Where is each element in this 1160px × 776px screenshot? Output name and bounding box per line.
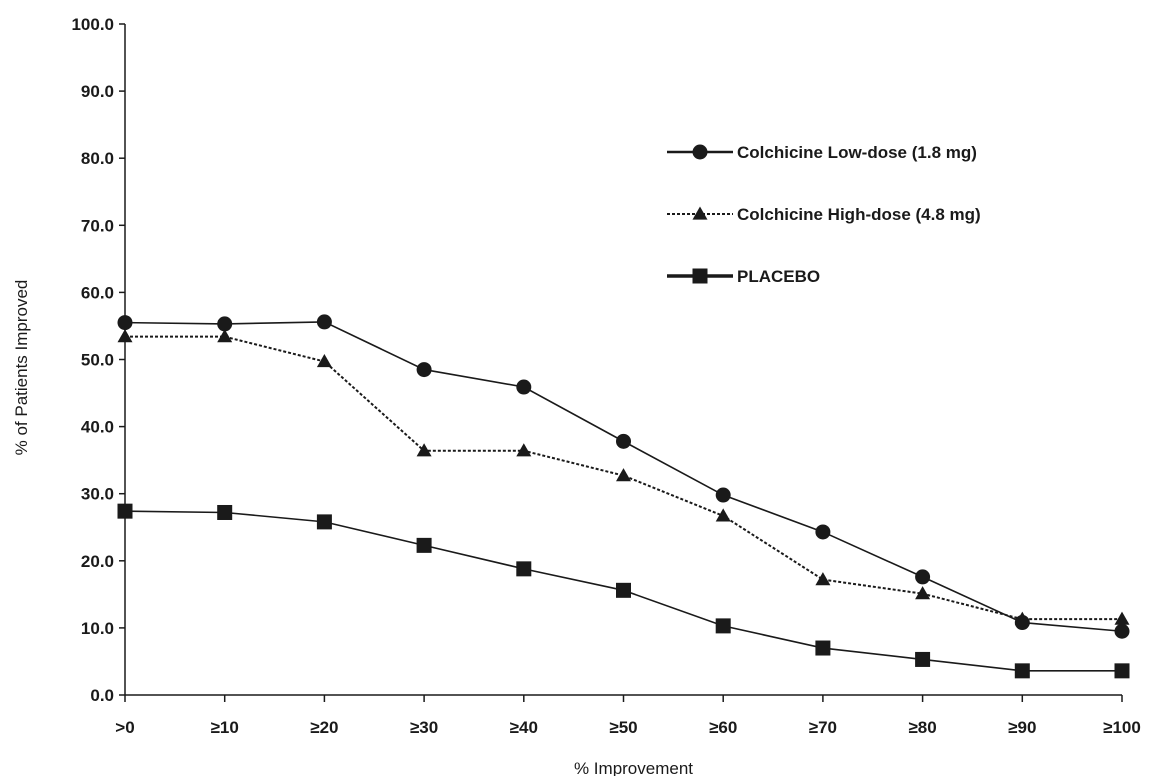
x-tick-label: ≥50: [609, 718, 637, 737]
data-point: [616, 433, 631, 449]
x-tick-label: ≥40: [510, 718, 538, 737]
data-point: [416, 537, 432, 553]
x-tick-label: ≥20: [310, 718, 338, 737]
legend: Colchicine Low-dose (1.8 mg) Colchicine H…: [667, 143, 981, 286]
data-point: [316, 314, 332, 330]
x-tick-label: ≥60: [709, 718, 737, 737]
x-tick-label: >0: [115, 718, 134, 737]
y-tick-label: 0.0: [90, 686, 114, 705]
data-point: [815, 640, 831, 656]
y-tick-label: 70.0: [81, 216, 114, 235]
legend-swatch-marker: [692, 144, 708, 160]
x-tick-label: ≥80: [908, 718, 936, 737]
series-3: [117, 503, 1130, 679]
data-point: [715, 487, 731, 503]
legend-swatch-marker: [692, 268, 708, 284]
data-point: [217, 329, 233, 343]
data-point: [616, 468, 631, 482]
data-point: [715, 618, 731, 634]
data-point: [117, 315, 133, 331]
y-tick-label: 80.0: [81, 149, 114, 168]
legend-label: Colchicine High-dose (4.8 mg): [737, 205, 981, 224]
series-layer: [117, 314, 1130, 679]
data-point: [915, 651, 931, 667]
data-point: [1014, 663, 1030, 679]
data-point: [1114, 611, 1130, 625]
data-point: [416, 443, 432, 457]
legend-item: Colchicine Low-dose (1.8 mg): [667, 143, 977, 162]
x-tick-label: ≥90: [1008, 718, 1036, 737]
legend-label: PLACEBO: [737, 267, 820, 286]
x-tick-label: ≥10: [211, 718, 239, 737]
y-tick-label: 20.0: [81, 552, 114, 571]
x-tick-label: ≥100: [1103, 718, 1141, 737]
data-point: [416, 362, 432, 378]
data-point: [815, 524, 831, 540]
x-tick-label: ≥30: [410, 718, 438, 737]
y-axis-ticks: 0.0 10.0 20.0 30.0 40.0 50.0 60.0 70.0 80.0 90.0 1…: [71, 15, 125, 705]
data-point: [616, 582, 631, 598]
y-tick-label: 60.0: [81, 283, 114, 302]
data-point: [217, 504, 233, 520]
data-point: [117, 503, 133, 519]
y-axis-title: % of Patients Improved: [12, 280, 31, 456]
data-point: [117, 329, 133, 343]
legend-label: Colchicine Low-dose (1.8 mg): [737, 143, 977, 162]
x-axis-title: % Improvement: [574, 759, 693, 776]
data-point: [715, 508, 731, 522]
y-tick-label: 100.0: [71, 15, 114, 34]
x-axis-ticks: >0 ≥10 ≥20 ≥30 ≥40 ≥50 ≥60 ≥70 ≥80 ≥90 ≥100: [115, 695, 1141, 737]
y-tick-label: 40.0: [81, 418, 114, 437]
data-point: [1114, 663, 1130, 679]
y-tick-label: 50.0: [81, 351, 114, 370]
data-point: [1114, 623, 1130, 639]
legend-swatch-marker: [692, 206, 708, 220]
y-tick-label: 30.0: [81, 485, 114, 504]
data-point: [915, 569, 931, 585]
legend-item: PLACEBO: [667, 267, 820, 286]
data-point: [516, 443, 532, 457]
data-point: [316, 354, 332, 368]
data-point: [1014, 611, 1030, 625]
data-point: [915, 586, 931, 600]
legend-item: Colchicine High-dose (4.8 mg): [667, 205, 981, 224]
data-point: [217, 316, 233, 332]
data-point: [316, 514, 332, 530]
data-point: [516, 561, 532, 577]
y-tick-label: 10.0: [81, 619, 114, 638]
data-point: [516, 379, 532, 395]
y-tick-label: 90.0: [81, 82, 114, 101]
x-tick-label: ≥70: [809, 718, 837, 737]
data-point: [815, 572, 831, 586]
series-2: [117, 329, 1130, 625]
